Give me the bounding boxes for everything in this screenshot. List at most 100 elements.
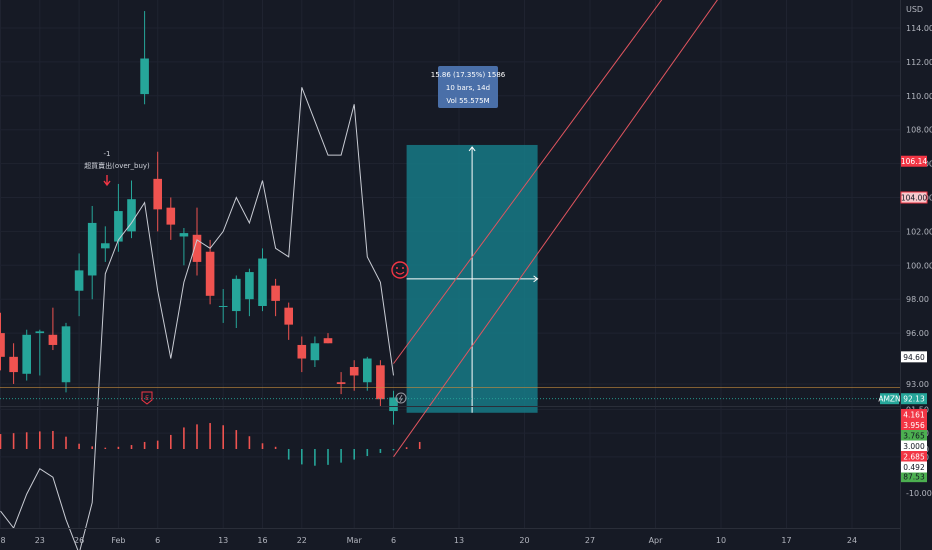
candle-body [271,285,280,301]
price-tick-label: 112.00 [906,58,932,67]
indicator-badge-bg [901,409,927,420]
indicator-badge: 3.956 [903,421,925,430]
indicator-pane[interactable] [0,423,421,466]
time-tick-label: Feb [111,536,125,545]
time-tick-label: 17 [781,536,791,545]
candle-body [232,278,241,312]
candle-body [114,211,123,242]
ticker-badge-bg [880,393,899,405]
histogram [0,423,421,466]
candle-body [153,178,162,210]
candle-body [323,338,333,344]
candle-body [127,199,136,232]
price-badge-bg [901,393,927,405]
price-tick-label: 110.00 [906,92,932,101]
dividend-icon[interactable] [395,392,407,404]
svg-text:E: E [145,395,149,402]
candle-body [284,307,293,325]
measure-up-arrow-icon [468,146,476,152]
candle-body [297,344,307,359]
price-badge-bg [900,191,928,204]
sell-arrow-icon [103,175,111,187]
indicator-badge: 4.161 [903,411,925,420]
earnings-icon[interactable]: E [141,391,153,405]
smiley-icon[interactable] [391,261,409,279]
candle-body [336,382,346,384]
indicator-axis[interactable]: 0.000-10.0004.1613.9563.7653.0002.6850.4… [901,409,932,498]
measure-tooltip-line2: 10 bars, 14d [446,84,490,92]
price-badge: 94.60 [903,353,925,362]
time-tick-label: 6 [391,536,396,545]
time-tick-label: 13 [454,536,464,545]
price-tick-label: 98.00 [906,295,929,304]
candle-body [376,365,385,400]
price-badge-bg [901,471,927,483]
candle-body [245,272,254,300]
price-tick-label: 96.00 [906,329,929,338]
indicator-badge-bg [901,440,927,452]
time-tick-label: 23 [35,536,45,545]
indicator-badge-bg [901,451,927,462]
time-tick-label: 24 [847,536,857,545]
price-pane[interactable] [0,0,900,550]
measure-box[interactable] [406,144,539,413]
time-tick-label: 6 [155,536,160,545]
time-axis[interactable]: 18 23 26 Feb 6 13 16 22 Mar 6 13 20 27 Apr 10 17 24 [0,536,857,545]
overlay-line [0,87,394,550]
measure-right-arrow-icon [533,275,539,283]
price-badge: 87.53 [903,473,925,482]
candle-body [310,343,320,361]
candle-body [87,222,97,276]
candle-body [140,58,149,95]
candle-body [0,333,5,357]
time-tick-label: 16 [257,536,267,545]
price-tick-label: 114.00 [906,24,932,33]
candle-body [22,334,31,374]
time-tick-label: 18 [0,536,6,545]
candle-body [218,305,228,307]
ticker-badge: AMZN [878,395,900,404]
indicator-badge: 0.492 [903,463,925,472]
candle-body [258,258,267,306]
time-tick-label: 22 [297,536,307,545]
signal-label: -1 超買賣出(over_buy) [84,150,150,187]
price-badge-bg [901,351,927,363]
time-tick-label: 27 [585,536,595,545]
channel-lines[interactable] [393,0,800,458]
price-lines [0,387,900,400]
candle-body [61,326,71,383]
price-tick-label: 102.00 [906,227,932,236]
candle-body [349,367,359,376]
candle-body [166,207,176,225]
time-tick-label: 10 [716,536,726,545]
price-tick-label: 93.00 [906,380,929,389]
candle-body [48,334,58,345]
price-badge: 92.13 [903,395,925,404]
channel-line[interactable] [393,0,748,364]
channel-line[interactable] [393,0,800,458]
candle-body [35,331,45,334]
candle-body [101,243,110,249]
price-badge: 104.00 [901,194,927,203]
indicator-badge: 3.765 [903,432,925,441]
indicator-badge-bg [901,461,927,473]
price-tick-label: 108.00 [906,126,932,135]
time-tick-label: 20 [519,536,529,545]
measure-tooltip-line1: 15.86 (17.35%) 1586 [431,71,506,79]
candle-body [389,397,398,412]
candle-body [179,233,189,237]
candle-body [9,356,18,373]
candle-body [205,251,215,296]
signal-label-line1: -1 [104,150,111,158]
time-tick-label: 26 [74,536,84,545]
price-tick-label: 100.00 [906,261,932,270]
signal-label-line2: 超買賣出(over_buy) [84,161,150,170]
indicator-badge: 3.000 [903,442,925,451]
price-badge-bg [901,155,927,167]
measure-tooltip: 15.86 (17.35%) 1586 10 bars, 14d Vol 55.… [431,66,506,108]
indicator-tick-label: -10.000 [906,489,932,498]
time-tick-label: 13 [218,536,228,545]
indicator-badge: 2.685 [903,453,925,462]
candle-body [192,234,202,262]
